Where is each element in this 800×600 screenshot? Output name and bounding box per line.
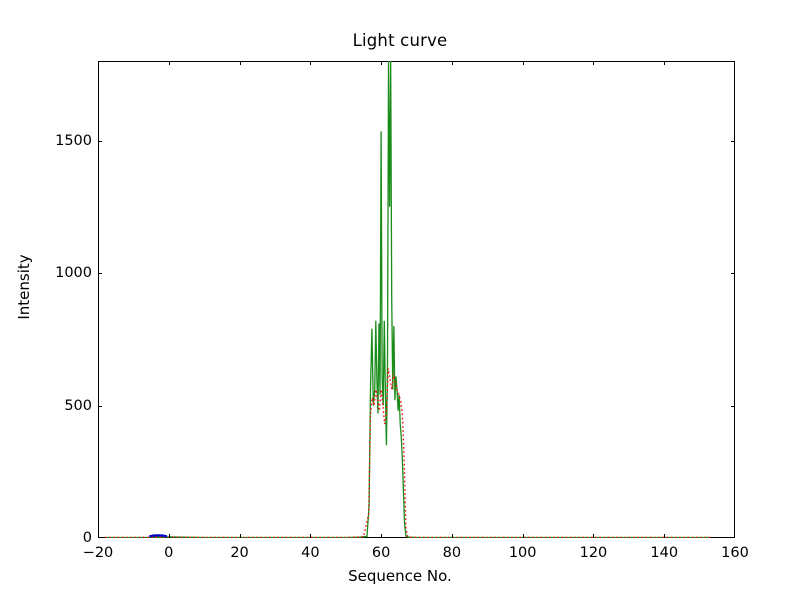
x-tick-label: 0 [164, 545, 174, 561]
x-tick-label: 20 [230, 545, 249, 561]
tick-mark [239, 534, 241, 538]
y-tick-labels: 0 500 1000 1500 [29, 0, 92, 600]
series-blue-solid [149, 534, 168, 538]
tick-mark [381, 534, 383, 538]
tick-mark [731, 405, 735, 407]
tick-mark [310, 61, 312, 65]
x-tick-label: −20 [82, 545, 114, 561]
x-axis-label: Sequence No. [348, 567, 452, 585]
x-tick-label: 60 [371, 545, 391, 561]
tick-mark [593, 534, 595, 538]
tick-mark [98, 405, 102, 407]
y-axis-label: Intensity [15, 254, 33, 320]
tick-mark [731, 273, 735, 274]
y-tick-label: 1500 [55, 132, 92, 149]
tick-mark [451, 61, 453, 65]
tick-mark [239, 61, 241, 65]
y-tick-label: 1000 [55, 265, 92, 281]
plot-svg [105, 61, 711, 538]
tick-mark [168, 534, 170, 538]
tick-mark [168, 61, 170, 65]
x-tick-label: 120 [579, 545, 608, 561]
tick-mark [98, 273, 102, 274]
tick-mark [664, 534, 666, 538]
tick-mark [451, 534, 453, 538]
plot-area [98, 61, 735, 538]
tick-mark [98, 140, 102, 142]
tick-mark [522, 534, 524, 538]
y-tick-label: 0 [82, 530, 92, 546]
chart-title: Light curve [352, 31, 448, 50]
series-group [105, 61, 711, 538]
tick-mark [310, 534, 312, 538]
tick-mark [593, 61, 595, 65]
tick-mark [664, 61, 666, 65]
y-tick-label: 500 [64, 397, 92, 414]
series-green-solid [105, 61, 711, 538]
x-tick-label: 40 [301, 545, 320, 561]
tick-mark [381, 61, 383, 65]
axes-frame [98, 61, 735, 538]
x-tick-label: 160 [721, 545, 749, 561]
tick-mark [522, 61, 524, 65]
series-red-dotted [105, 368, 711, 538]
x-tick-label: 140 [650, 545, 679, 561]
x-tick-label: 100 [508, 545, 537, 561]
tick-mark [731, 140, 735, 142]
x-tick-label: 80 [442, 545, 462, 561]
